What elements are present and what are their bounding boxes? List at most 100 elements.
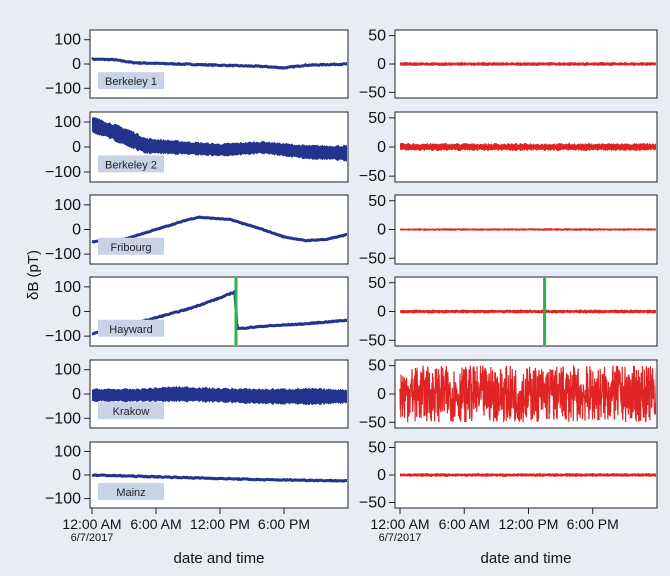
panel-right-5: 50 0 −50 xyxy=(359,440,658,512)
y-tick-label: 0 xyxy=(72,386,81,403)
panel-left-3: 100 0 −100 Hayward xyxy=(45,276,349,347)
trace-left-band xyxy=(92,385,347,406)
trace-right xyxy=(400,142,656,152)
y-tick-label: 0 xyxy=(377,386,386,403)
panel-right-1: 50 0 −50 xyxy=(359,110,658,185)
x-tick-label: 12:00 AM xyxy=(62,516,121,532)
trace-right xyxy=(400,309,656,314)
trace-group xyxy=(91,57,347,70)
trace-group xyxy=(400,228,656,231)
site-label: Berkeley 2 xyxy=(105,159,157,171)
panel-left-0: 100 0 −100 Berkeley 1 xyxy=(45,29,349,99)
site-label: Berkeley 1 xyxy=(105,76,157,88)
y-tick-label: −50 xyxy=(359,332,386,349)
trace-left xyxy=(91,215,347,244)
panel-right-4: 50 0 −50 xyxy=(359,358,658,431)
y-tick-label: 50 xyxy=(368,28,386,45)
trace-left xyxy=(91,57,347,70)
y-tick-label: −100 xyxy=(45,80,81,97)
y-tick-label: −100 xyxy=(45,328,81,345)
x-tick-label: 6:00 AM xyxy=(439,516,490,532)
y-tick-label: −100 xyxy=(45,491,81,508)
x-axis-label: date and time xyxy=(174,550,265,567)
y-tick-label: 100 xyxy=(54,32,81,49)
y-tick-label: 100 xyxy=(54,279,81,296)
site-label-box xyxy=(98,402,164,420)
x-tick-label: 12:00 AM xyxy=(370,516,429,532)
x-tick-label: 6:00 AM xyxy=(130,516,181,532)
x-start-date: 6/7/2017 xyxy=(379,532,422,544)
y-tick-label: 0 xyxy=(72,467,81,484)
x-tick-label: 12:00 PM xyxy=(499,516,559,532)
site-label-box xyxy=(98,482,164,500)
trace-group xyxy=(92,385,347,406)
y-tick-label: 50 xyxy=(368,193,386,210)
y-tick-label: −100 xyxy=(45,164,81,181)
panel-right-0: 50 0 −50 xyxy=(359,28,658,101)
y-tick-label: −50 xyxy=(359,84,386,101)
trace-group xyxy=(399,365,656,423)
y-tick-label: −100 xyxy=(45,246,81,263)
y-tick-label: 0 xyxy=(377,222,386,239)
y-tick-label: 0 xyxy=(72,222,81,239)
y-tick-label: 0 xyxy=(377,56,386,73)
site-label: Krakow xyxy=(113,406,150,418)
trace-group xyxy=(91,473,347,483)
panel-left-1: 100 0 −100 Berkeley 2 xyxy=(45,111,349,183)
y-tick-label: 50 xyxy=(368,440,386,457)
x-axis-right: 12:00 AM 6:00 AM 12:00 PM 6:00 PM 6/7/2017 da… xyxy=(370,508,619,567)
y-tick-label: −50 xyxy=(359,414,386,431)
y-tick-label: 50 xyxy=(368,358,386,375)
y-tick-label: 50 xyxy=(368,275,386,292)
y-tick-label: 0 xyxy=(72,304,81,321)
y-tick-label: 50 xyxy=(368,110,386,127)
site-label: Mainz xyxy=(116,487,145,499)
y-tick-label: −50 xyxy=(359,495,386,512)
y-tick-label: −50 xyxy=(359,250,386,267)
trace-right xyxy=(400,228,656,231)
trace-right xyxy=(400,473,656,477)
x-axis-label: date and time xyxy=(481,550,572,567)
trace-right xyxy=(400,62,656,66)
panel-right-3: 50 0 −50 xyxy=(359,275,658,349)
trace-group xyxy=(400,473,656,477)
x-tick-label: 6:00 PM xyxy=(567,516,619,532)
site-label-box xyxy=(98,319,164,337)
x-tick-label: 6:00 PM xyxy=(258,516,310,532)
y-tick-label: 0 xyxy=(377,304,386,321)
site-label-box xyxy=(98,155,164,173)
panel-left-5: 100 0 −100 Mainz xyxy=(45,441,349,509)
x-start-date: 6/7/2017 xyxy=(71,532,114,544)
y-tick-label: −50 xyxy=(359,168,386,185)
x-axis-left: 12:00 AM 6:00 AM 12:00 PM 6:00 PM 6/7/2017 da… xyxy=(62,508,310,567)
site-label-box xyxy=(98,237,164,255)
trace-group xyxy=(92,116,347,162)
panel-left-2: 100 0 −100 Fribourg xyxy=(45,194,349,265)
y-tick-label: 0 xyxy=(72,56,81,73)
trace-left-band xyxy=(92,116,347,162)
x-tick-label: 12:00 PM xyxy=(190,516,250,532)
x-axes: 12:00 AM 6:00 AM 12:00 PM 6:00 PM 6/7/2017 da… xyxy=(62,508,619,567)
y-tick-label: 0 xyxy=(377,467,386,484)
y-tick-label: 100 xyxy=(54,443,81,460)
y-tick-label: 100 xyxy=(54,114,81,131)
trace-right xyxy=(399,365,656,423)
trace-left xyxy=(91,473,347,483)
y-tick-label: 0 xyxy=(72,139,81,156)
y-tick-label: 0 xyxy=(377,139,386,156)
trace-group xyxy=(400,62,656,66)
panel-grid: 100 0 −100 Berkeley 1 50 0 −50 100 0 −100 Berkeley… xyxy=(45,28,658,512)
site-label-box xyxy=(98,72,164,90)
y-tick-label: 100 xyxy=(54,362,81,379)
site-label: Hayward xyxy=(109,324,152,336)
trace-group xyxy=(400,278,656,345)
trace-group xyxy=(400,142,656,152)
y-tick-label: 100 xyxy=(54,197,81,214)
y-axis-label: δB (pT) xyxy=(25,250,42,300)
y-tick-label: −100 xyxy=(45,410,81,427)
trace-group xyxy=(91,215,347,244)
panel-left-4: 100 0 −100 Krakow xyxy=(45,359,349,429)
site-label: Fribourg xyxy=(111,242,152,254)
panel-right-2: 50 0 −50 xyxy=(359,193,658,267)
